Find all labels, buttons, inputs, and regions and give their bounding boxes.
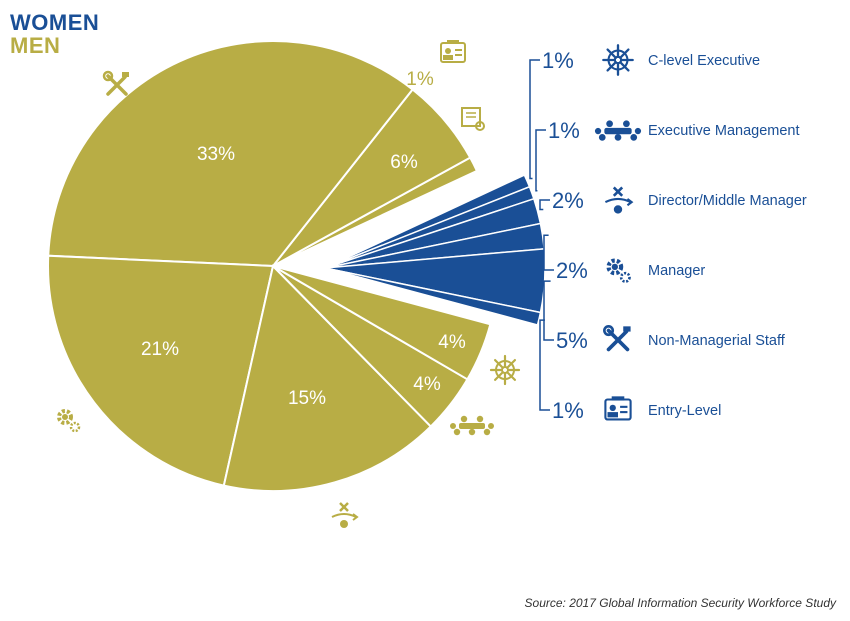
men-label-manager: 21% [141, 339, 179, 360]
women-tools-icon [603, 325, 631, 352]
legend-men: MEN [10, 33, 61, 58]
women-label-entry-level: 1% [552, 398, 584, 423]
men-label-entry-level: 1% [406, 69, 434, 90]
men-tools-icon [102, 70, 129, 96]
women-connector-c-level-executive [529, 59, 540, 180]
women-director-icon [604, 186, 634, 214]
men-label-c-level-executive: 4% [438, 332, 466, 353]
women-meeting-icon [594, 120, 642, 141]
women-connector-non-managerial-staff [543, 280, 554, 341]
men-slice-director-middle-manager [222, 263, 433, 492]
women-connector-manager [543, 234, 554, 271]
women-slice-entry-level [324, 267, 542, 326]
women-label-manager: 2% [556, 258, 588, 283]
men-slice-c-level-executive [272, 265, 492, 381]
men-label-certificate: 6% [390, 152, 418, 173]
women-label-non-managerial-staff: 5% [556, 328, 588, 353]
men-ship-wheel-icon [489, 354, 521, 386]
source-note: Source: 2017 Global Information Security… [524, 596, 836, 610]
men-id-badge-icon [440, 40, 466, 63]
women-connector-entry-level [539, 319, 550, 411]
women-gears-icon [606, 258, 631, 283]
men-gears-icon [57, 409, 81, 433]
men-meeting-icon [450, 415, 494, 436]
men-certificate-icon [461, 107, 485, 131]
category-label-director-middle-manager: Director/Middle Manager [648, 193, 807, 209]
women-ship-wheel-icon [602, 44, 634, 76]
category-label-executive-management: Executive Management [648, 123, 800, 139]
category-label-non-managerial-staff: Non-Managerial Staff [648, 333, 786, 349]
legend-women: WOMEN [10, 10, 100, 35]
women-connector-director-middle-manager [539, 199, 550, 211]
women-label-executive-management: 1% [548, 118, 580, 143]
women-id-badge-icon [604, 396, 632, 421]
women-label-director-middle-manager: 2% [552, 188, 584, 213]
men-slice-manager [47, 254, 275, 487]
men-label-executive-management: 4% [413, 374, 441, 395]
category-label-entry-level: Entry-Level [648, 403, 721, 419]
category-label-c-level-executive: C-level Executive [648, 53, 760, 69]
category-label-manager: Manager [648, 263, 705, 279]
men-label-director-middle-manager: 15% [288, 388, 326, 409]
men-director-icon [331, 502, 359, 528]
men-label-non-managerial-staff: 33% [197, 144, 235, 165]
men-slice-non-managerial-staff [47, 40, 414, 268]
women-connector-executive-management [535, 129, 546, 192]
women-label-c-level-executive: 1% [542, 48, 574, 73]
